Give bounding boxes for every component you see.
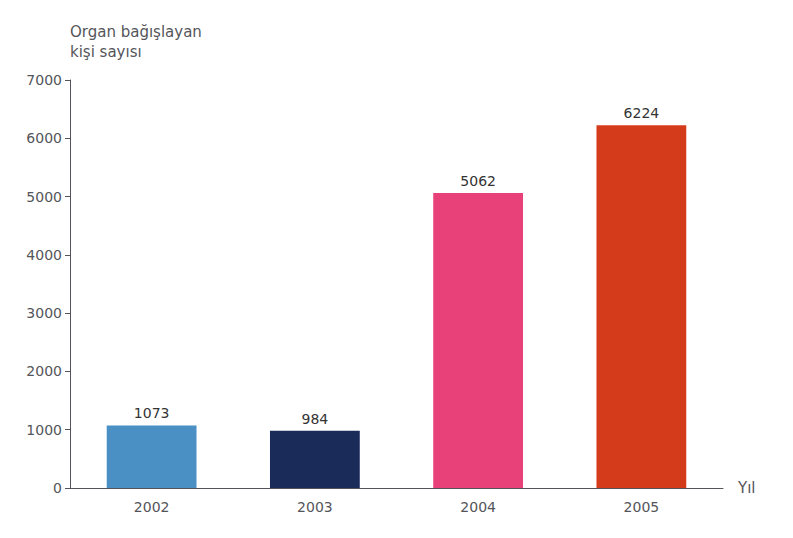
svg-text:Yıl: Yıl <box>737 479 756 497</box>
svg-text:Organ bağışlayan: Organ bağışlayan <box>70 23 202 41</box>
svg-text:2002: 2002 <box>134 499 170 515</box>
svg-text:2004: 2004 <box>460 499 496 515</box>
svg-text:6224: 6224 <box>624 105 660 121</box>
svg-text:0: 0 <box>53 480 62 496</box>
svg-text:kişi sayısı: kişi sayısı <box>70 43 142 61</box>
svg-text:1000: 1000 <box>26 422 62 438</box>
svg-text:2003: 2003 <box>297 499 333 515</box>
svg-text:2000: 2000 <box>26 363 62 379</box>
svg-text:4000: 4000 <box>26 247 62 263</box>
svg-text:5062: 5062 <box>460 173 496 189</box>
svg-text:1073: 1073 <box>134 405 170 421</box>
svg-text:2005: 2005 <box>624 499 660 515</box>
svg-text:3000: 3000 <box>26 305 62 321</box>
svg-text:5000: 5000 <box>26 189 62 205</box>
svg-text:6000: 6000 <box>26 130 62 146</box>
svg-text:984: 984 <box>302 411 329 427</box>
svg-text:7000: 7000 <box>26 72 62 88</box>
